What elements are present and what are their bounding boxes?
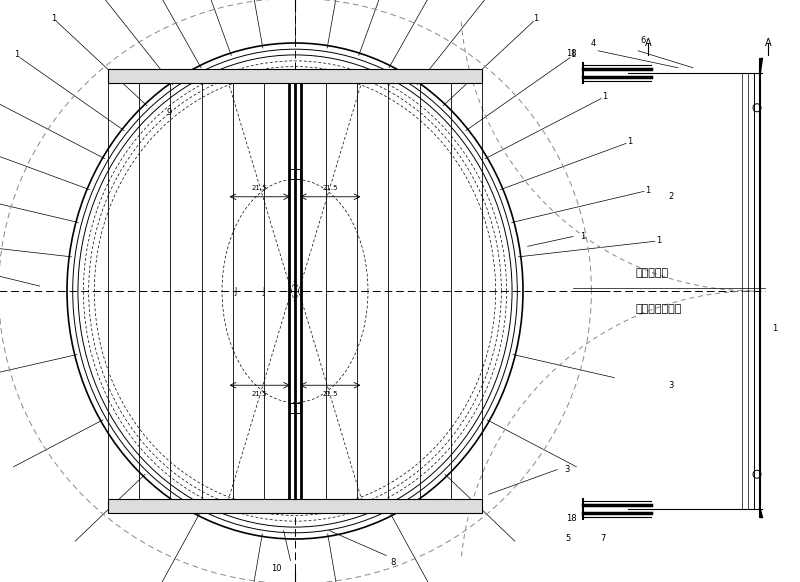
Text: 2: 2 — [668, 192, 674, 201]
Text: 1: 1 — [534, 14, 538, 23]
Text: A: A — [645, 38, 651, 48]
Text: 21.5: 21.5 — [322, 184, 338, 191]
Bar — [290, 169, 300, 179]
Text: 1: 1 — [656, 236, 662, 245]
Text: 7: 7 — [600, 534, 606, 543]
Text: A: A — [765, 38, 771, 48]
Text: 1: 1 — [602, 92, 607, 101]
Text: 6: 6 — [640, 36, 646, 45]
Text: 舱体中心线: 舱体中心线 — [636, 268, 669, 278]
Text: 21.5: 21.5 — [322, 391, 338, 398]
Text: J: J — [234, 287, 237, 296]
Text: J: J — [262, 287, 264, 296]
Text: 1: 1 — [627, 137, 632, 146]
Text: 8: 8 — [390, 558, 396, 566]
Text: 1: 1 — [772, 324, 778, 333]
Text: 1: 1 — [14, 51, 19, 59]
Bar — [108, 69, 482, 83]
Text: 3: 3 — [668, 381, 674, 390]
Text: 1: 1 — [645, 186, 650, 195]
Text: 18: 18 — [566, 514, 576, 523]
Text: 10: 10 — [271, 563, 282, 573]
Text: 5: 5 — [566, 534, 570, 543]
Text: 1: 1 — [580, 232, 586, 241]
Text: 液氯热沉中心线: 液氯热沉中心线 — [636, 304, 682, 314]
Bar — [108, 499, 482, 513]
Bar — [290, 403, 300, 413]
Text: 1: 1 — [51, 14, 57, 23]
Text: 9: 9 — [167, 108, 172, 117]
Text: 18: 18 — [566, 49, 576, 58]
Text: 1: 1 — [570, 51, 576, 59]
Text: 21.5: 21.5 — [252, 184, 267, 191]
Text: 21.5: 21.5 — [252, 391, 267, 398]
Text: 3: 3 — [564, 465, 570, 474]
Text: 4: 4 — [590, 39, 596, 48]
